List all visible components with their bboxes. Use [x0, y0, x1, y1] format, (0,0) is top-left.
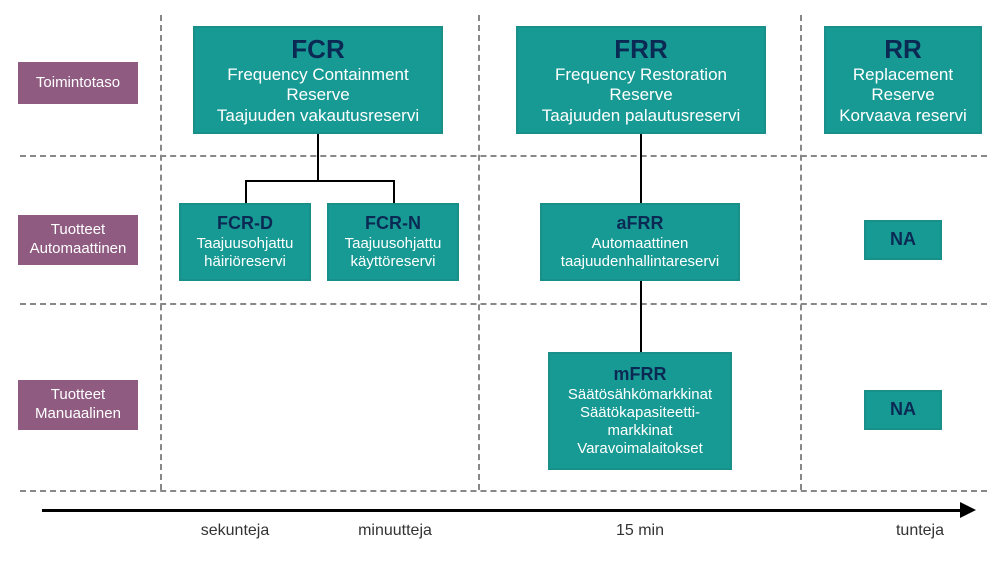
axis-label-minutes: minuutteja — [335, 522, 455, 540]
col-divider-2 — [478, 15, 480, 490]
row-label-products-manual: Tuotteet Manuaalinen — [18, 380, 138, 430]
node-line: markkinat — [607, 422, 672, 440]
node-line: Taajuuden palautusreservi — [542, 106, 740, 126]
node-frr: FRR Frequency Restoration Reserve Taajuu… — [516, 26, 766, 134]
node-line: Taajuuden vakautusreservi — [217, 106, 419, 126]
node-line: käyttöreservi — [350, 253, 435, 271]
diagram-container: Toimintotaso Tuotteet Automaattinen Tuot… — [0, 0, 997, 563]
node-line: Replacement — [853, 65, 953, 85]
row-label-text: Toimintotaso — [36, 74, 120, 93]
conn-fcr-d-down — [245, 180, 247, 203]
node-line: Reserve — [871, 85, 934, 105]
row-label-text: Manuaalinen — [35, 405, 121, 424]
node-line: Automaattinen — [592, 235, 689, 253]
node-title: FCR — [291, 34, 344, 65]
row-label-products-automatic: Tuotteet Automaattinen — [18, 215, 138, 265]
row-divider-2 — [20, 303, 987, 305]
col-divider-3 — [800, 15, 802, 490]
node-title: NA — [890, 399, 916, 421]
conn-fcr-n-down — [393, 180, 395, 203]
conn-afrr-mfrr — [640, 281, 642, 352]
row-divider-1 — [20, 155, 987, 157]
node-na-auto: NA — [864, 220, 942, 260]
row-label-operation-level: Toimintotaso — [18, 62, 138, 104]
node-line: Reserve — [609, 85, 672, 105]
node-line: taajuudenhallintareservi — [561, 253, 719, 271]
time-axis-arrowhead-icon — [960, 502, 976, 518]
node-na-manual: NA — [864, 390, 942, 430]
row-label-text: Automaattinen — [30, 240, 127, 259]
node-title: FCR-N — [365, 213, 421, 235]
conn-frr-afrr — [640, 134, 642, 203]
node-line: Korvaava reservi — [839, 106, 967, 126]
node-title: NA — [890, 229, 916, 251]
node-fcr-d: FCR-D Taajuusohjattu häiriöreservi — [179, 203, 311, 281]
conn-fcr-split-h — [245, 180, 395, 182]
conn-fcr-down — [317, 134, 319, 180]
node-line: Frequency Containment — [227, 65, 408, 85]
node-afrr: aFRR Automaattinen taajuudenhallintarese… — [540, 203, 740, 281]
axis-label-seconds: sekunteja — [175, 522, 295, 540]
node-line: Taajuusohjattu — [345, 235, 442, 253]
node-title: mFRR — [614, 364, 667, 386]
node-title: FCR-D — [217, 213, 273, 235]
node-title: aFRR — [616, 213, 663, 235]
node-fcr: FCR Frequency Containment Reserve Taajuu… — [193, 26, 443, 134]
axis-label-hours: tunteja — [860, 522, 980, 540]
node-line: Frequency Restoration — [555, 65, 727, 85]
row-divider-3 — [20, 490, 987, 492]
node-line: Säätökapasiteetti- — [580, 404, 700, 422]
node-line: Reserve — [286, 85, 349, 105]
col-divider-1 — [160, 15, 162, 490]
axis-label-15min: 15 min — [580, 522, 700, 540]
node-line: Säätösähkömarkkinat — [568, 386, 712, 404]
row-label-text: Tuotteet — [51, 386, 105, 405]
node-mfrr: mFRR Säätösähkömarkkinat Säätökapasiteet… — [548, 352, 732, 470]
node-line: Varavoimalaitokset — [577, 440, 703, 458]
node-title: RR — [884, 34, 922, 65]
row-label-text: Tuotteet — [51, 221, 105, 240]
node-line: häiriöreservi — [204, 253, 286, 271]
time-axis-line — [42, 509, 962, 512]
node-fcr-n: FCR-N Taajuusohjattu käyttöreservi — [327, 203, 459, 281]
node-rr: RR Replacement Reserve Korvaava reservi — [824, 26, 982, 134]
node-title: FRR — [614, 34, 667, 65]
node-line: Taajuusohjattu — [197, 235, 294, 253]
